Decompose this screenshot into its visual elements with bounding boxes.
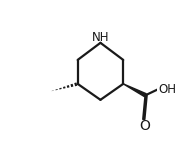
Text: O: O: [140, 119, 150, 133]
Text: NH: NH: [92, 31, 109, 44]
Text: OH: OH: [159, 83, 177, 96]
Polygon shape: [123, 84, 146, 97]
